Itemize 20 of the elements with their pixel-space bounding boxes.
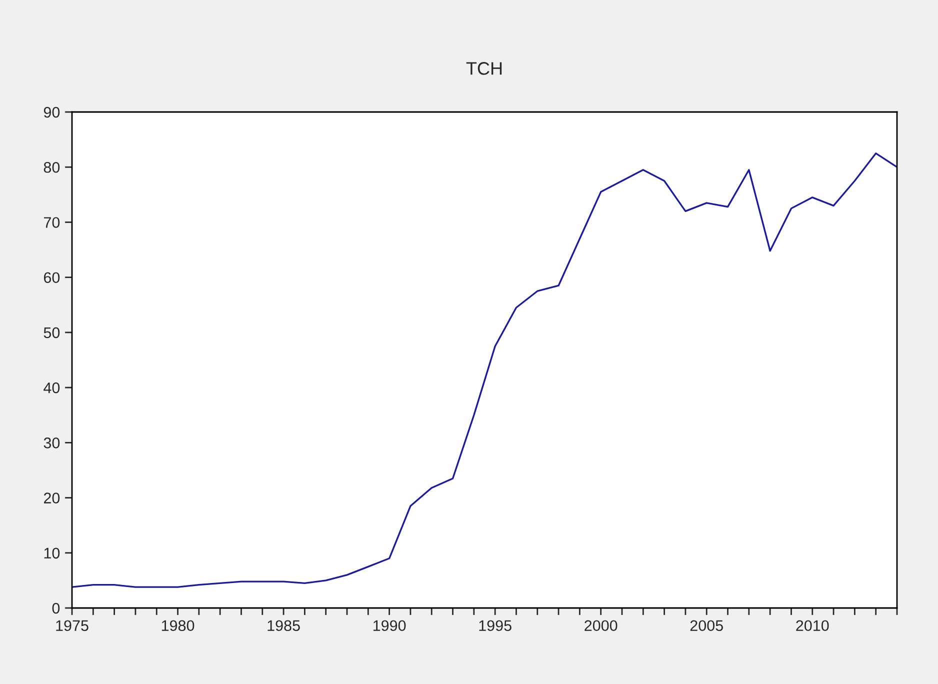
y-tick-label: 10	[44, 548, 60, 559]
y-tick-label: 70	[44, 217, 60, 228]
chart-title: TCH	[466, 62, 502, 75]
x-tick-label: 1975	[56, 620, 88, 632]
y-tick-label: 90	[44, 106, 60, 118]
y-tick-label: 0	[52, 602, 60, 614]
y-tick-label: 20	[44, 492, 60, 504]
y-tick-label: 60	[44, 272, 60, 284]
x-tick-label: 2000	[584, 620, 618, 632]
y-tick-label: 80	[44, 162, 60, 173]
line-series	[72, 152, 897, 588]
y-tick-label: 50	[44, 327, 60, 338]
x-tick-label: 1990	[373, 620, 406, 632]
x-tick-label: 1980	[162, 620, 194, 632]
x-tick-label: 1995	[479, 620, 512, 632]
y-tick-label: 30	[44, 438, 60, 448]
y-tick-label: 40	[44, 382, 60, 394]
x-tick-label: 2005	[690, 620, 723, 632]
x-tick-label: 1985	[268, 620, 300, 632]
x-tick-label: 2010	[796, 620, 829, 632]
